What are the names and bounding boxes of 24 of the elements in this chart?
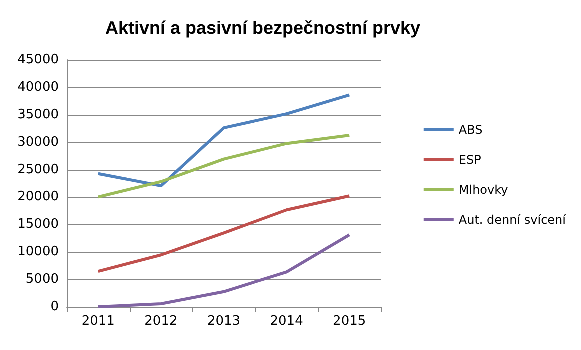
y-tick-label: 35000 [18,107,59,122]
legend-label: ABS [458,123,483,137]
y-tick-label: 45000 [18,52,59,68]
line-series [96,134,352,199]
line-series [96,94,352,188]
legend-label: Mlhovky [458,183,508,197]
y-tick-label: 40000 [18,80,59,95]
y-tick-label: 15000 [18,217,59,232]
legend-label: Aut. denní svícení [458,213,567,227]
x-tick-label: 2015 [333,314,366,329]
y-tick-label: 0 [50,300,59,314]
line-series [96,234,352,308]
y-tick-label: 30000 [18,134,59,150]
y-tick-label: 10000 [18,244,59,260]
line-series [96,194,352,274]
x-tick-label: 2012 [144,314,178,329]
y-tick-label: 5000 [26,272,59,288]
chart-title: Aktivní a pasivní bezpečnostní prvky [105,18,421,38]
y-tick-label: 25000 [18,162,59,178]
legend-label: ESP [458,153,482,167]
x-tick-label: 2011 [82,314,115,329]
x-tick-label: 2014 [270,314,304,329]
y-tick-label: 20000 [18,190,59,205]
x-tick-label: 2013 [207,314,241,329]
